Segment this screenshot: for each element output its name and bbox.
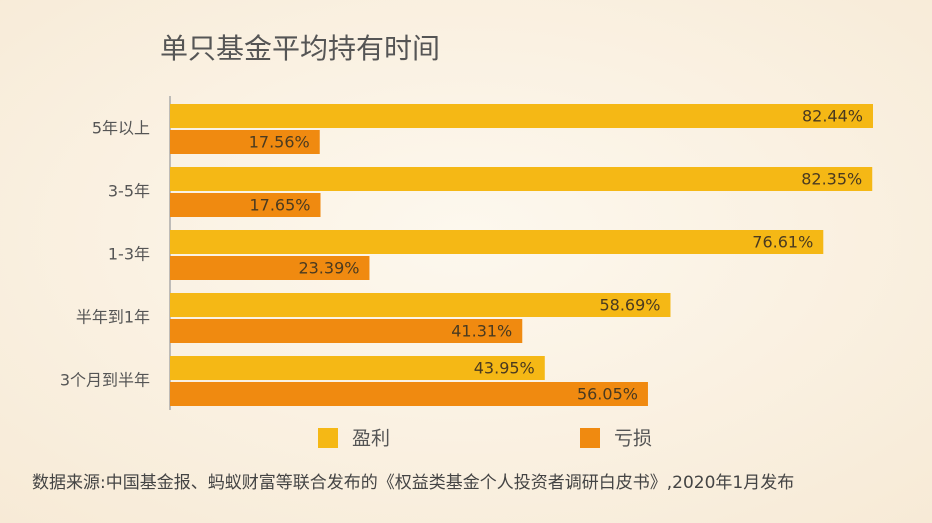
value-label: 23.39%	[298, 259, 359, 278]
y-tick-label: 3个月到半年	[60, 371, 150, 390]
bar	[170, 382, 648, 406]
legend-swatch	[318, 428, 338, 448]
bar	[170, 130, 320, 154]
bar	[170, 104, 873, 128]
y-tick-label: 1-3年	[108, 245, 150, 264]
value-label: 82.44%	[802, 107, 863, 126]
legend-label: 盈利	[352, 428, 390, 450]
y-tick-label: 3-5年	[108, 182, 150, 201]
value-label: 56.05%	[577, 385, 638, 404]
legend-swatch	[580, 428, 600, 448]
bar	[170, 230, 824, 254]
legend-label: 亏损	[614, 428, 652, 450]
value-label: 82.35%	[801, 170, 862, 189]
bar	[170, 293, 671, 317]
bar	[170, 193, 321, 217]
value-label: 17.65%	[249, 196, 310, 215]
value-label: 43.95%	[474, 359, 535, 378]
bar	[170, 319, 523, 343]
value-label: 17.56%	[249, 133, 310, 152]
bar	[170, 356, 545, 380]
y-tick-label: 半年到1年	[76, 308, 150, 327]
chart-title: 单只基金平均持有时间	[160, 32, 440, 65]
value-label: 58.69%	[599, 296, 660, 315]
value-label: 76.61%	[752, 233, 813, 252]
bar	[170, 167, 873, 191]
value-label: 41.31%	[451, 322, 512, 341]
source-note: 数据来源:中国基金报、蚂蚁财富等联合发布的《权益类基金个人投资者调研白皮书》,2…	[32, 473, 794, 493]
y-tick-label: 5年以上	[92, 119, 150, 138]
bar	[170, 256, 370, 280]
